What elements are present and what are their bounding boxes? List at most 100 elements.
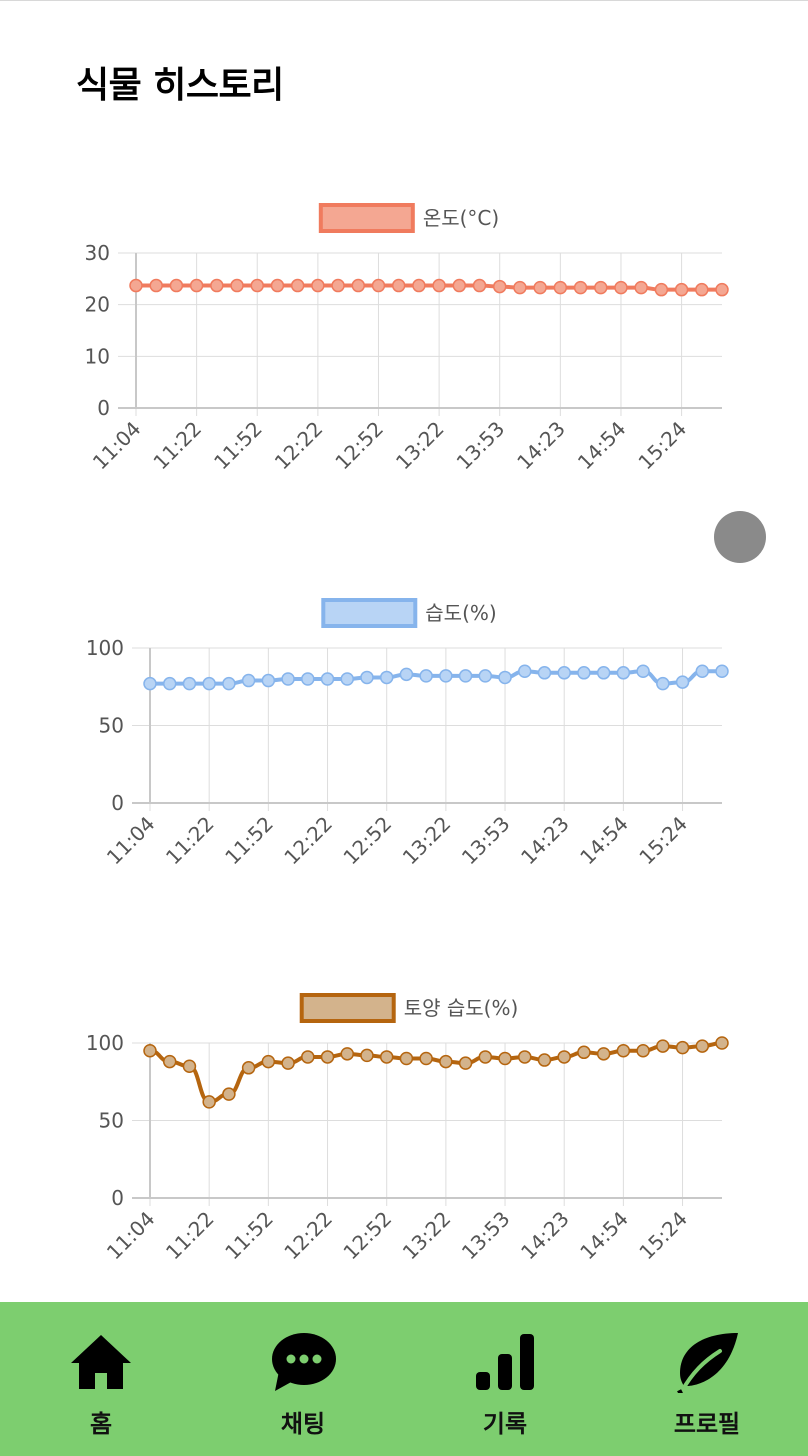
y-tick-label: 20 [85,293,110,317]
data-point [478,1050,493,1064]
humidity-chart: 습도(%) 11:04 11:22 11:52 12:22 12:52 13:22 13:53… [0,585,808,905]
data-point [419,669,433,683]
top-divider [0,0,808,1]
data-point [290,278,305,293]
data-point [143,676,157,691]
x-tick-label: 15:24 [633,417,691,475]
y-tick-label: 50 [99,714,124,738]
data-point [616,666,631,680]
x-tick-label: 14:54 [575,1207,633,1265]
x-tick-label: 14:54 [573,417,631,475]
chat-icon [268,1330,338,1394]
data-point [715,282,729,297]
data-point [412,278,426,293]
data-point [320,672,335,686]
data-point [533,280,547,295]
data-point [458,669,473,683]
data-point [320,1050,335,1064]
data-point [340,672,354,686]
data-point [452,278,467,293]
data-point [557,666,571,680]
floating-action-button[interactable] [714,511,766,563]
nav-item-home[interactable]: 홈 [0,1302,202,1456]
data-point [371,278,386,293]
data-point [513,280,527,295]
chart-svg: 온도(°C) 11:04 11:22 11:52 12:22 12:52 13:22 13:5… [85,203,729,475]
data-point [614,280,628,295]
nav-item-profile[interactable]: 프로필 [606,1302,808,1456]
data-point [301,1050,315,1064]
legend-swatch [299,993,396,1023]
data-point [498,670,512,685]
data-point [189,278,204,293]
legend-label: 토양 습도(%) [404,996,519,1020]
data-point [340,1047,354,1061]
data-point [439,1054,453,1069]
x-tick-label: 13:53 [457,812,515,870]
x-tick-label: 12:52 [338,812,396,870]
x-tick-label: 11:52 [209,417,267,475]
series-line [149,669,722,686]
data-point [169,278,184,293]
x-tick-label: 12:52 [338,1207,396,1265]
x-tick-label: 14:23 [512,417,570,475]
data-point [654,282,669,297]
data-point [656,676,670,691]
data-point [281,672,295,686]
x-tick-label: 15:24 [634,812,692,870]
x-tick-label: 11:04 [102,812,160,870]
data-point [518,664,532,678]
y-tick-label: 100 [86,636,124,660]
data-point [596,1047,611,1061]
x-tick-label: 13:22 [398,1207,456,1265]
data-point [360,670,374,685]
x-tick-label: 11:04 [88,417,146,475]
data-point [241,1061,256,1075]
data-point [557,1050,571,1064]
data-point [675,675,690,689]
data-point [129,278,143,293]
data-point [202,1095,216,1109]
data-point [301,672,315,686]
bar-chart-icon [470,1330,540,1394]
data-point [270,278,285,293]
data-point [182,1059,197,1073]
y-tick-label: 0 [97,396,110,420]
data-point [230,278,244,293]
bottom-navigation: 홈 채팅 기록 [0,1302,808,1456]
x-tick-label: 14:23 [516,812,574,870]
y-tick-label: 0 [111,1186,124,1210]
nav-item-records[interactable]: 기록 [404,1302,606,1456]
nav-label-records: 기록 [482,1410,528,1438]
legend-swatch [318,203,415,233]
x-tick-label: 13:22 [391,417,449,475]
data-point [636,1044,650,1058]
data-point [472,278,487,293]
x-tick-label: 11:22 [161,1207,219,1265]
data-point [695,282,709,297]
data-point [634,280,648,295]
data-point [537,666,552,680]
data-point [458,1056,473,1070]
y-tick-label: 30 [85,241,110,265]
legend-swatch [321,598,418,628]
nav-item-chat[interactable]: 채팅 [202,1302,404,1456]
data-point [360,1048,374,1063]
soil-moisture-chart: 토양 습도(%) 11:04 11:22 11:52 12:22 12:52 13:22 13… [0,980,808,1300]
x-tick-label: 13:22 [398,812,456,870]
data-point [281,1056,295,1070]
data-point [261,1054,276,1069]
data-point [616,1044,631,1058]
data-point [478,669,493,683]
x-tick-label: 12:22 [279,1207,337,1265]
data-point [656,1039,670,1053]
x-tick-label: 12:22 [270,417,328,475]
data-point [675,1040,690,1055]
x-tick-label: 11:22 [161,812,219,870]
legend-label: 습도(%) [425,601,496,625]
data-point [594,280,608,295]
data-point [492,279,507,294]
x-tick-label: 12:22 [279,812,337,870]
data-point [596,666,611,680]
x-tick-label: 14:23 [516,1207,574,1265]
